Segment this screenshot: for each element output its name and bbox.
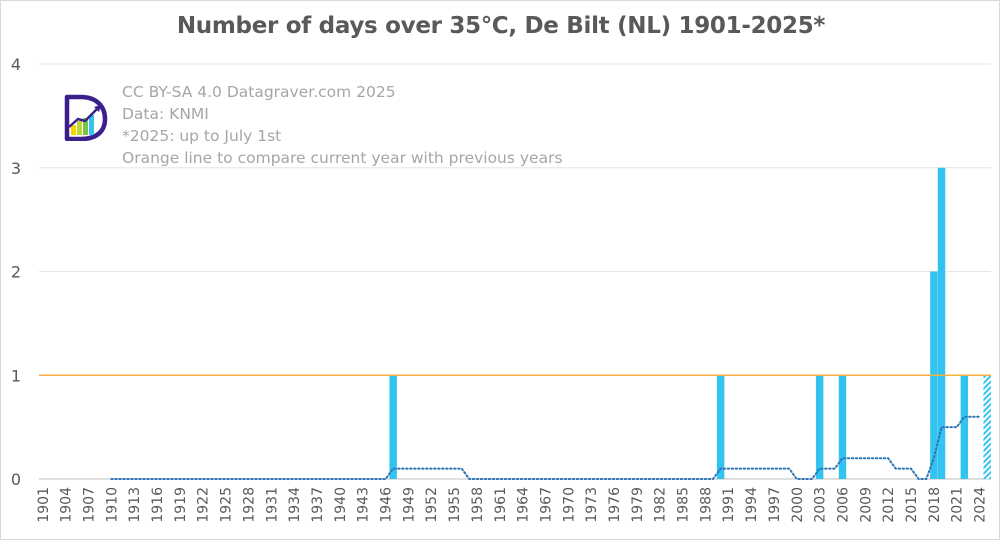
x-tick-label: 1985: [676, 487, 692, 523]
x-tick-label: 1943: [356, 487, 372, 523]
bar: [815, 375, 824, 479]
x-tick-label: 1988: [698, 487, 714, 523]
x-tick-label: 1958: [470, 487, 486, 523]
y-axis-ticks: 0 1 2 3 4: [11, 55, 21, 489]
x-tick-label: 1925: [219, 487, 235, 523]
x-tick-label: 1910: [104, 487, 120, 523]
x-tick-label: 1976: [607, 487, 623, 523]
x-tick-label: 1904: [59, 487, 75, 523]
x-tick-label: 1946: [379, 487, 395, 523]
y-tick-label: 0: [11, 470, 21, 489]
bars: [389, 167, 991, 479]
y-tick-label: 1: [11, 366, 21, 385]
x-tick-label: 1913: [127, 487, 143, 523]
x-tick-label: 1937: [310, 487, 326, 523]
chart-annotations: CC BY-SA 4.0 Datagraver.com 2025 Data: K…: [122, 81, 563, 169]
bar-partial-year: [983, 375, 991, 479]
x-tick-label: 2006: [835, 487, 851, 523]
x-tick-label: 1973: [584, 487, 600, 523]
x-tick-label: 2018: [927, 487, 943, 523]
x-tick-label: 1964: [516, 487, 532, 523]
data-source-note: Data: KNMI: [122, 105, 209, 123]
x-tick-label: 1916: [150, 487, 166, 523]
y-tick-label: 4: [11, 55, 21, 74]
x-tick-label: 2012: [881, 487, 897, 523]
x-tick-label: 1934: [287, 487, 303, 523]
x-tick-label: 1922: [196, 487, 212, 523]
x-tick-label: 1994: [744, 487, 760, 523]
x-tick-label: 1970: [561, 487, 577, 523]
x-tick-label: 1955: [447, 487, 463, 523]
x-tick-label: 1919: [173, 487, 189, 523]
x-tick-label: 1997: [767, 487, 783, 523]
x-tick-label: 1967: [538, 487, 554, 523]
x-tick-label: 1991: [721, 487, 737, 523]
y-tick-label: 2: [11, 263, 21, 282]
x-tick-label: 1901: [36, 487, 52, 523]
bar: [838, 375, 847, 479]
orange-line-note: Orange line to compare current year with…: [122, 149, 563, 167]
x-tick-label: 1907: [82, 487, 98, 523]
bar: [960, 375, 969, 479]
x-tick-label: 2003: [813, 487, 829, 523]
x-tick-label: 1961: [493, 487, 509, 523]
bar: [389, 375, 397, 479]
x-tick-label: 1952: [424, 487, 440, 523]
x-tick-label: 1979: [630, 487, 646, 523]
x-tick-label: 2000: [790, 487, 806, 523]
moving-average-line: [110, 415, 981, 480]
x-tick-label: 1928: [241, 487, 257, 523]
chart-title: Number of days over 35℃, De Bilt (NL) 19…: [176, 13, 826, 39]
y-tick-label: 3: [11, 159, 21, 178]
x-tick-label: 2024: [973, 487, 989, 523]
moving-average: [110, 415, 981, 480]
x-tick-label: 1982: [653, 487, 669, 523]
bar: [716, 375, 725, 479]
x-tick-label: 2015: [904, 487, 920, 523]
x-axis-ticks: 1901 1904 1907 1910 1913 1916 1919 1922 1925 1928…: [36, 487, 989, 523]
bar: [937, 167, 946, 479]
x-tick-label: 2009: [858, 487, 874, 523]
partial-year-note: *2025: up to July 1st: [122, 127, 282, 145]
x-tick-label: 2021: [950, 487, 966, 523]
x-tick-label: 1940: [333, 487, 349, 523]
x-tick-label: 1931: [264, 487, 280, 523]
datagraver-logo-icon: [64, 94, 108, 141]
license-note: CC BY-SA 4.0 Datagraver.com 2025: [122, 83, 396, 101]
x-tick-label: 1949: [401, 487, 417, 523]
